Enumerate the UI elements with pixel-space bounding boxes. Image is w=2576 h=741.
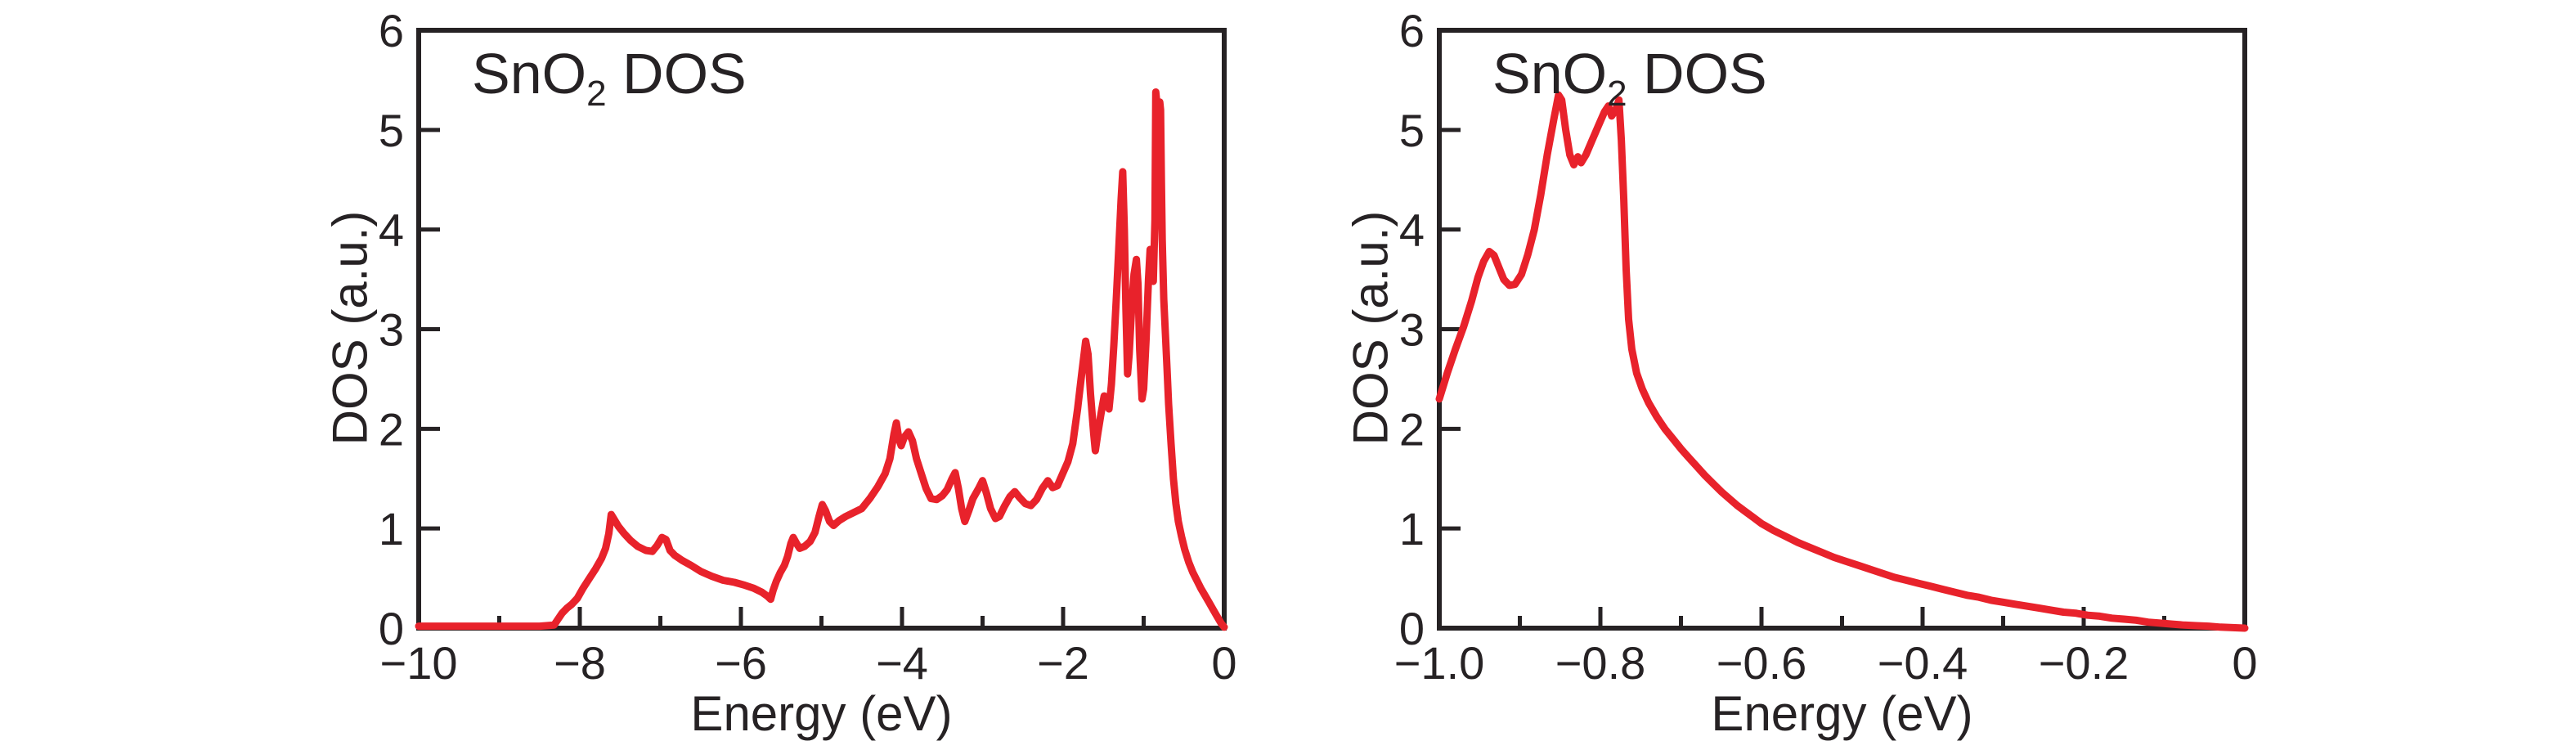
chart-title-left-subscript: 2	[586, 74, 607, 114]
x-tick-label: −0.4	[1878, 637, 1968, 689]
y-axis-label-left: DOS (a.u.)	[322, 210, 378, 446]
plot-frame	[1437, 28, 2247, 631]
dos-chart-panel-right: −1.0 −0.8 −0.6 −0.4 −0.2 0 0 1 2 3 4 5 6	[1394, 5, 2258, 689]
plot-frame	[416, 28, 1227, 631]
x-tick-label: −10	[380, 637, 458, 689]
chart-title-left-formula: SnO	[472, 42, 587, 106]
y-tick-label: 6	[379, 5, 404, 56]
y-tick-label: 5	[379, 105, 404, 156]
y-tick-label: 3	[1399, 304, 1425, 356]
x-tick-label: −1.0	[1394, 637, 1485, 689]
dos-curve	[415, 88, 1228, 631]
y-tick-label: 1	[379, 503, 404, 555]
y-tick-label: 4	[1399, 204, 1425, 256]
chart-title-right-subscript: 2	[1607, 74, 1627, 114]
x-tick-label: −6	[715, 637, 767, 689]
x-axis-label-left: Energy (eV)	[690, 686, 953, 741]
x-tick-label: −0.6	[1717, 637, 1807, 689]
chart-title-right-formula: SnO	[1492, 42, 1608, 106]
y-tick-label: 2	[1399, 403, 1425, 455]
y-tick-label: 6	[1399, 5, 1425, 56]
y-tick-label: 2	[379, 403, 404, 455]
x-tick-label: 0	[2232, 637, 2257, 689]
x-tick-label: 0	[1211, 637, 1236, 689]
x-tick-label: −4	[876, 637, 928, 689]
chart-title-left: SnO2 DOS	[472, 41, 747, 112]
x-tick-label: −0.2	[2039, 637, 2129, 689]
x-axis-label-right: Energy (eV)	[1711, 686, 1973, 741]
y-tick-label: 1	[1399, 503, 1425, 555]
dos-curve	[1435, 91, 2249, 632]
x-tick-label: −8	[554, 637, 606, 689]
y-tick-label: 0	[1399, 603, 1425, 654]
chart-title-left-suffix: DOS	[606, 42, 747, 106]
dos-chart-panel-left: −10 −8 −6 −4 −2 0 0 1 2 3 4 5 6	[379, 5, 1237, 689]
x-tick-label: −2	[1037, 637, 1089, 689]
y-tick-label: 4	[379, 204, 404, 256]
y-tick-label: 0	[379, 603, 404, 654]
chart-title-right: SnO2 DOS	[1492, 41, 1767, 112]
y-tick-label: 3	[379, 304, 404, 356]
x-tick-label: −0.8	[1555, 637, 1646, 689]
y-axis-label-right: DOS (a.u.)	[1343, 210, 1398, 446]
y-tick-label: 5	[1399, 105, 1425, 156]
chart-title-right-suffix: DOS	[1627, 42, 1767, 106]
